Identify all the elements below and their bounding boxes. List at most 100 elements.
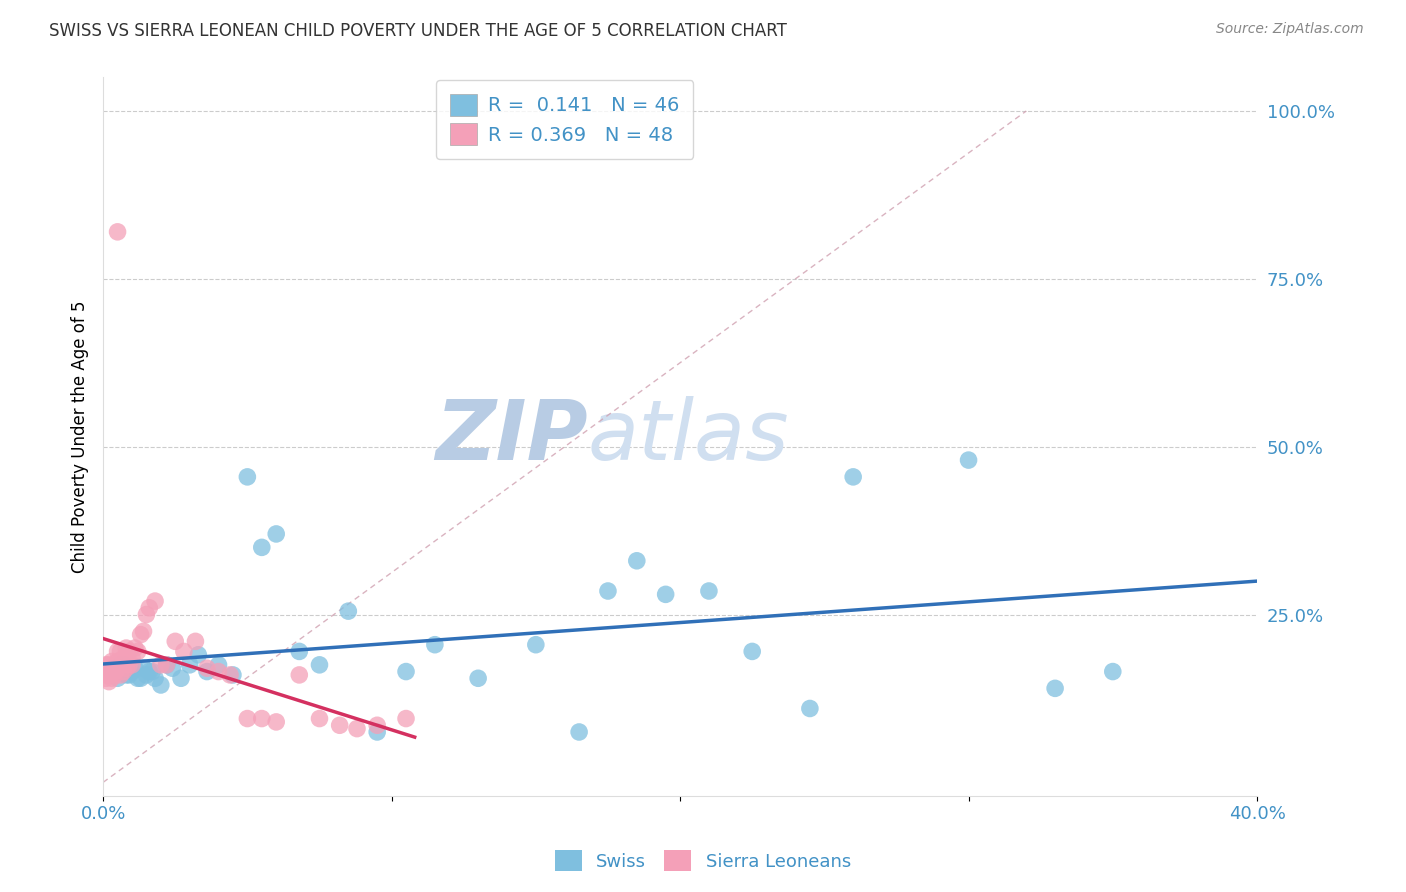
Point <box>127 671 149 685</box>
Point <box>115 641 138 656</box>
Point <box>250 712 273 726</box>
Point <box>121 651 143 665</box>
Point <box>236 712 259 726</box>
Point <box>366 718 388 732</box>
Point <box>101 665 124 679</box>
Point <box>1043 681 1066 696</box>
Point <box>654 587 676 601</box>
Point <box>626 554 648 568</box>
Point <box>179 657 201 672</box>
Point <box>187 648 209 662</box>
Text: ZIP: ZIP <box>434 396 588 477</box>
Point <box>149 657 172 672</box>
Point <box>138 600 160 615</box>
Point <box>155 657 177 672</box>
Point <box>288 668 311 682</box>
Point <box>165 634 187 648</box>
Point <box>127 644 149 658</box>
Point <box>366 725 388 739</box>
Point <box>124 641 146 656</box>
Point <box>264 527 287 541</box>
Point <box>94 668 117 682</box>
Point <box>264 714 287 729</box>
Point <box>308 712 330 726</box>
Point <box>110 644 132 658</box>
Point <box>308 657 330 672</box>
Point <box>107 225 129 239</box>
Point <box>222 668 245 682</box>
Point <box>132 624 155 639</box>
Point <box>101 671 124 685</box>
Point <box>121 657 143 672</box>
Point <box>207 665 229 679</box>
Point <box>112 657 135 672</box>
Point <box>118 657 141 672</box>
Point <box>110 668 132 682</box>
Legend: Swiss, Sierra Leoneans: Swiss, Sierra Leoneans <box>547 843 859 879</box>
Point <box>395 712 418 726</box>
Point <box>288 644 311 658</box>
Point <box>799 701 821 715</box>
Point <box>107 644 129 658</box>
Point <box>207 657 229 672</box>
Point <box>135 668 157 682</box>
Point <box>129 627 152 641</box>
Point <box>107 671 129 685</box>
Point <box>94 671 117 685</box>
Point <box>138 665 160 679</box>
Point <box>97 668 120 682</box>
Point <box>697 584 720 599</box>
Point <box>195 665 218 679</box>
Point <box>173 644 195 658</box>
Point <box>143 594 166 608</box>
Point <box>596 584 619 599</box>
Point <box>329 718 352 732</box>
Point <box>568 725 591 739</box>
Point <box>97 657 120 672</box>
Point <box>741 644 763 658</box>
Point <box>132 661 155 675</box>
Point <box>170 671 193 685</box>
Point <box>195 661 218 675</box>
Text: atlas: atlas <box>588 396 789 477</box>
Point <box>524 638 547 652</box>
Point <box>149 678 172 692</box>
Point <box>104 668 127 682</box>
Point <box>155 657 177 672</box>
Point <box>236 470 259 484</box>
Legend: R =  0.141   N = 46, R = 0.369   N = 48: R = 0.141 N = 46, R = 0.369 N = 48 <box>436 80 693 159</box>
Point <box>110 657 132 672</box>
Point <box>143 671 166 685</box>
Point <box>112 651 135 665</box>
Point <box>141 665 163 679</box>
Text: Source: ZipAtlas.com: Source: ZipAtlas.com <box>1216 22 1364 37</box>
Y-axis label: Child Poverty Under the Age of 5: Child Poverty Under the Age of 5 <box>72 301 89 573</box>
Point <box>219 668 242 682</box>
Point <box>118 668 141 682</box>
Point <box>957 453 980 467</box>
Point <box>115 661 138 675</box>
Point <box>97 674 120 689</box>
Point <box>101 655 124 669</box>
Point <box>395 665 418 679</box>
Point <box>107 661 129 675</box>
Point <box>104 665 127 679</box>
Point <box>121 665 143 679</box>
Point <box>1101 665 1123 679</box>
Point <box>842 470 865 484</box>
Point <box>124 661 146 675</box>
Point <box>467 671 489 685</box>
Point <box>94 657 117 672</box>
Point <box>115 668 138 682</box>
Point <box>129 671 152 685</box>
Point <box>423 638 446 652</box>
Text: SWISS VS SIERRA LEONEAN CHILD POVERTY UNDER THE AGE OF 5 CORRELATION CHART: SWISS VS SIERRA LEONEAN CHILD POVERTY UN… <box>49 22 787 40</box>
Point <box>346 722 368 736</box>
Point <box>162 661 184 675</box>
Point <box>112 665 135 679</box>
Point <box>107 655 129 669</box>
Point <box>135 607 157 622</box>
Point <box>101 665 124 679</box>
Point <box>337 604 360 618</box>
Point <box>184 634 207 648</box>
